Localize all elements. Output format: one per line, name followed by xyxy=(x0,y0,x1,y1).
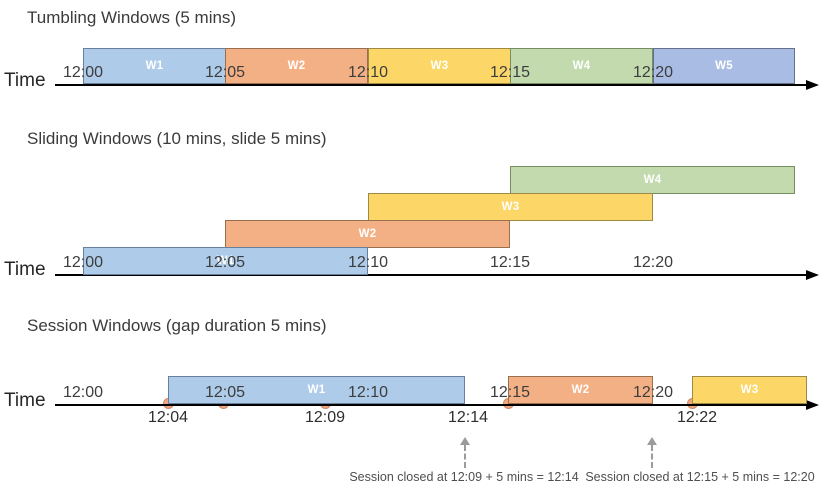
window-box-w1: W1 xyxy=(83,247,368,275)
timeline-arrowhead-icon xyxy=(806,80,819,90)
window-box-w3: W3 xyxy=(368,48,511,84)
time-tick: 12:05 xyxy=(204,64,246,81)
window-box-w4: W4 xyxy=(510,166,795,194)
session-close-note: Session closed at 12:15 + 5 mins = 12:20 xyxy=(585,470,815,484)
time-tick: 12:10 xyxy=(347,254,389,271)
callout-arrow-head-icon xyxy=(647,437,657,445)
time-tick: 12:20 xyxy=(632,64,674,81)
window-box-w4: W4 xyxy=(510,48,653,84)
timeline-arrowhead-icon xyxy=(806,400,819,410)
window-box-w5: W5 xyxy=(653,48,795,84)
time-tick: 12:15 xyxy=(489,384,531,401)
time-tick: 12:15 xyxy=(489,64,531,81)
event-time-label: 12:09 xyxy=(304,409,346,426)
callout-arrow-head-icon xyxy=(460,437,470,445)
time-tick: 12:10 xyxy=(347,64,389,81)
time-tick: 12:00 xyxy=(62,254,104,271)
time-axis-label: Time xyxy=(4,390,46,411)
callout-arrow-stem xyxy=(464,445,466,468)
window-box-w2: W2 xyxy=(508,376,653,404)
time-axis-label: Time xyxy=(4,259,46,280)
section-title-tumbling: Tumbling Windows (5 mins) xyxy=(27,8,237,27)
window-box-w3: W3 xyxy=(692,376,807,404)
section-title-session: Session Windows (gap duration 5 mins) xyxy=(27,316,327,335)
window-box-w2: W2 xyxy=(225,220,510,248)
timeline-arrowhead-icon xyxy=(806,270,819,280)
window-box-w1: W1 xyxy=(168,376,465,404)
time-tick: 12:00 xyxy=(62,384,104,401)
time-axis-label: Time xyxy=(4,70,46,91)
time-tick: 12:15 xyxy=(489,254,531,271)
time-tick: 12:10 xyxy=(347,384,389,401)
event-time-label: 12:14 xyxy=(447,409,489,426)
window-box-w3: W3 xyxy=(368,193,653,221)
session-close-note: Session closed at 12:09 + 5 mins = 12:14 xyxy=(349,470,579,484)
time-tick: 12:20 xyxy=(632,254,674,271)
window-box-w1: W1 xyxy=(83,48,226,84)
time-tick: 12:20 xyxy=(632,384,674,401)
event-time-label: 12:22 xyxy=(676,409,718,426)
time-tick: 12:00 xyxy=(62,64,104,81)
time-tick: 12:05 xyxy=(204,254,246,271)
time-tick: 12:05 xyxy=(204,384,246,401)
section-title-sliding: Sliding Windows (10 mins, slide 5 mins) xyxy=(27,129,327,148)
timeline-axis xyxy=(55,404,807,406)
event-time-label: 12:04 xyxy=(147,409,189,426)
window-box-w2: W2 xyxy=(225,48,368,84)
timeline-axis xyxy=(55,84,807,86)
timeline-axis xyxy=(55,274,807,276)
callout-arrow-stem xyxy=(651,445,653,468)
